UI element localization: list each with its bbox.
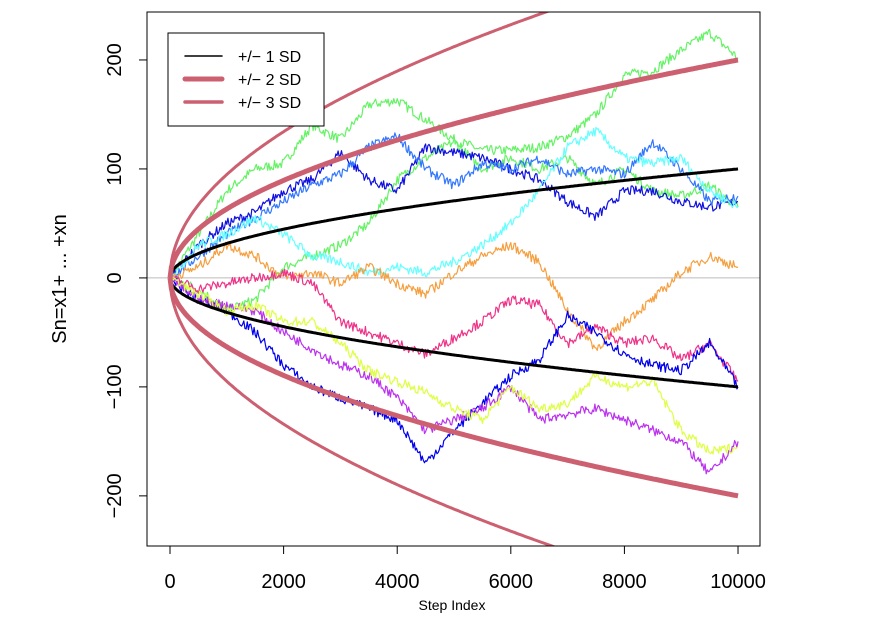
legend-label-3sd: +/− 3 SD: [238, 95, 301, 112]
walk-series-3: [169, 143, 739, 279]
sd-band-1-upper: [168, 167, 739, 279]
y-tick-label: −200: [104, 473, 126, 518]
x-tick-label: 6000: [489, 571, 534, 593]
walk-series-5: [169, 126, 739, 279]
x-tick-label: 8000: [602, 571, 647, 593]
y-tick-label: −100: [104, 364, 126, 409]
sd-band-2-lower: [167, 277, 739, 499]
x-tick-label: 10000: [710, 571, 766, 593]
x-tick-label: 2000: [261, 571, 306, 593]
walk-series-2: [169, 138, 739, 314]
x-tick-label: 4000: [375, 571, 420, 593]
sd-band-1-lower: [168, 277, 739, 389]
y-tick-label: 200: [104, 43, 126, 76]
walk-series-6: [169, 241, 739, 351]
walk-series-9: [169, 277, 739, 475]
walk-series-4: [169, 132, 739, 279]
legend-label-2sd: +/− 2 SD: [238, 72, 301, 89]
legend-label-1sd: +/− 1 SD: [238, 49, 301, 66]
y-tick-label: 0: [104, 272, 126, 283]
walk-series-1: [169, 28, 739, 279]
sd-band-3-lower: [168, 277, 557, 546]
x-axis-label: Step Index: [419, 597, 486, 613]
sd-band-2-upper: [167, 57, 739, 279]
x-tick-label: 0: [164, 571, 175, 593]
sd-band-3-upper: [168, 12, 551, 279]
y-tick-label: 100: [104, 152, 126, 185]
walk-series-7: [169, 268, 739, 382]
walk-series-10: [169, 277, 739, 455]
legend: +/− 1 SD +/− 2 SD +/− 3 SD: [167, 32, 325, 127]
y-axis-label: Sn=x1+ ... +xn: [49, 214, 71, 344]
